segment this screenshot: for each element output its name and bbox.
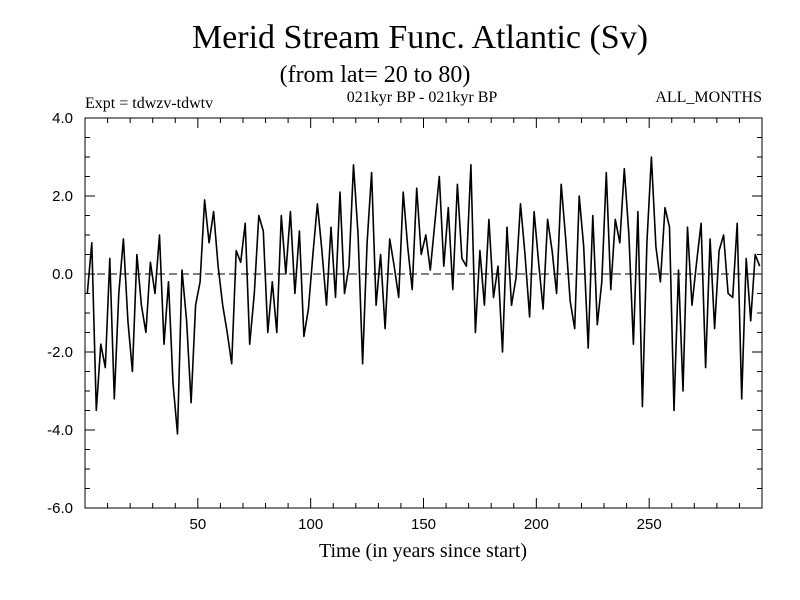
x-tick-label-50: 50 (189, 516, 206, 533)
x-axis-label: Time (in years since start) (319, 540, 527, 562)
annotation-period: 021kyr BP - 021kyr BP (347, 89, 498, 106)
y-tick-label-m4.0: -4.0 (47, 422, 73, 439)
plot-frame (84, 117, 763, 509)
chart-title: Merid Stream Func. Atlantic (Sv) (192, 19, 648, 56)
y-tick-label-2.0: 2.0 (52, 188, 73, 205)
series-line-0 (86, 156, 761, 435)
y-tick-label-0.0: 0.0 (52, 266, 73, 283)
annotation-expt: Expt = tdwzv-tdwtv (85, 95, 213, 112)
x-tick-label-250: 250 (637, 516, 662, 533)
x-tick-label-200: 200 (524, 516, 549, 533)
x-tick-label-100: 100 (298, 516, 323, 533)
y-tick-label-4.0: 4.0 (52, 110, 73, 127)
annotation-months: ALL_MONTHS (655, 89, 762, 106)
x-tick-label-150: 150 (411, 516, 436, 533)
chart-subtitle: (from lat= 20 to 80) (280, 62, 471, 88)
plot-area: 50 100 150 200 250 -6.0 -4.0 -2.0 0.0 2.0 4.0 (47, 110, 762, 533)
y-tick-label-m6.0: -6.0 (47, 500, 73, 517)
y-tick-label-m2.0: -2.0 (47, 344, 73, 361)
